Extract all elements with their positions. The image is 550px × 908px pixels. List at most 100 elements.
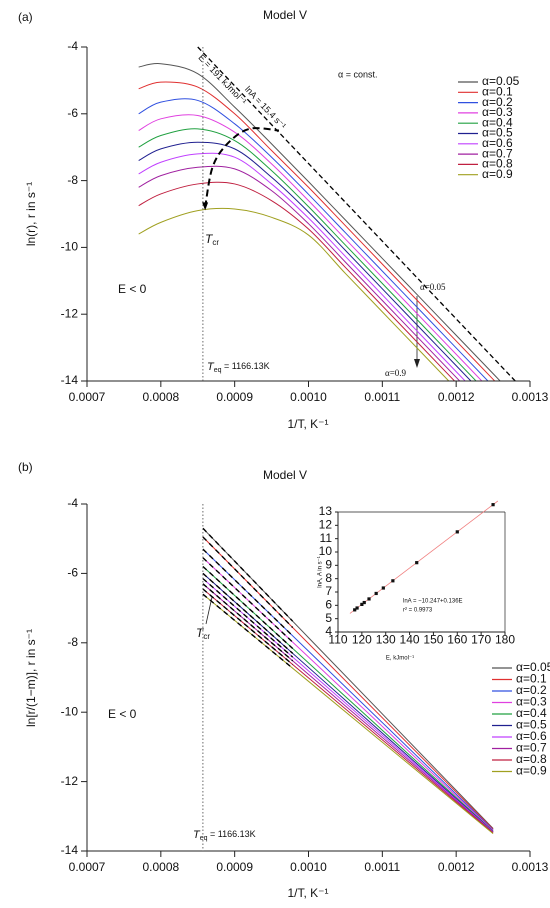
- series-line: [138, 98, 489, 381]
- legend-label: α=0.8: [516, 752, 547, 766]
- annotation: Tcr: [196, 626, 210, 641]
- y-tick-label: -6: [67, 106, 78, 120]
- x-tick-label: 0.0012: [438, 390, 475, 404]
- legend-label: α=0.8: [482, 157, 513, 171]
- x-tick-label: 0.0011: [364, 390, 400, 404]
- fit-dash: [202, 588, 294, 666]
- tcr-curve: [204, 127, 280, 208]
- y-tick-label: -12: [61, 774, 79, 788]
- fit-line: [349, 500, 499, 614]
- annotation: eq: [200, 835, 208, 842]
- fit-dash: [202, 572, 294, 654]
- annotation: Teq = 1166.13K: [193, 829, 256, 842]
- point: [374, 591, 378, 596]
- annotation: cr: [212, 238, 219, 247]
- y-axis-label: ln[r/(1−m)], r in s⁻¹: [24, 629, 38, 727]
- annotation: = 1166.13K: [222, 361, 270, 371]
- y-tick-label: 5: [325, 611, 332, 625]
- legend-label: α=0.3: [516, 695, 547, 709]
- x-axis-label: E, kJmol⁻¹: [386, 656, 414, 662]
- equation: lnA = −10.247+0.136E: [403, 599, 463, 605]
- chart-title: Model V: [263, 8, 307, 22]
- series-line: [138, 63, 501, 381]
- y-tick-label: 13: [319, 504, 333, 518]
- annotation: eq: [214, 367, 222, 374]
- series-line: [202, 548, 494, 831]
- x-tick-label: 0.0013: [512, 390, 549, 404]
- annotation: α=0.05: [420, 282, 446, 292]
- fit-dash: [202, 536, 294, 629]
- series-line: [138, 152, 466, 381]
- panel-label: (a): [18, 10, 33, 24]
- x-tick-label: 0.0007: [69, 860, 106, 874]
- annotation: Tcr: [205, 232, 219, 247]
- series-line: [202, 527, 494, 829]
- r-squared: r² = 0.9973: [403, 608, 433, 614]
- legend-label: α=0.5: [482, 126, 513, 140]
- x-tick-label: 110: [328, 633, 347, 647]
- legend-label: α=0.2: [516, 683, 547, 697]
- fit-dash: [202, 593, 294, 669]
- x-tick-label: 0.0008: [142, 860, 179, 874]
- legend-label: α=0.6: [482, 136, 513, 150]
- y-tick-label: -10: [61, 704, 79, 718]
- point: [360, 602, 364, 606]
- fit-dash: [202, 527, 294, 622]
- annotation: E = 191 kJmol⁻¹: [196, 53, 248, 107]
- x-tick-label: 120: [352, 633, 372, 647]
- point: [491, 503, 495, 507]
- legend-label: α=0.4: [482, 115, 513, 129]
- annotation: T: [196, 626, 205, 640]
- legend-label: α=0.9: [482, 167, 513, 181]
- point: [391, 579, 395, 583]
- y-axis-label: ln(r), r in s⁻¹: [24, 182, 38, 246]
- legend-label: α=0.9: [516, 764, 547, 778]
- annotation: Teq = 1166.13K: [207, 361, 270, 374]
- panel-label: (b): [18, 460, 33, 474]
- legend-label: α=0.1: [482, 84, 513, 98]
- y-tick-label: -8: [67, 635, 78, 649]
- y-tick-label: -4: [67, 39, 78, 53]
- fit-dash: [202, 578, 294, 658]
- legend-label: α=0.4: [516, 706, 547, 720]
- y-tick-label: 10: [319, 544, 333, 558]
- fit-dash: [202, 565, 294, 649]
- x-tick-label: 140: [400, 633, 420, 647]
- plot-area: [202, 527, 494, 835]
- x-tick-label: 130: [376, 633, 396, 647]
- annotation: T: [205, 232, 214, 246]
- y-tick-label: 4: [325, 624, 332, 638]
- y-tick-label: -10: [61, 240, 79, 254]
- plot-area: [138, 46, 516, 381]
- series-line: [138, 165, 461, 381]
- legend-label: α=0.1: [516, 672, 547, 686]
- y-axis-label: lnA, A in s⁻¹: [318, 556, 324, 588]
- annotation: cr: [203, 632, 210, 641]
- chart-title: Model V: [263, 468, 307, 482]
- point: [415, 561, 419, 565]
- arrow-head: [202, 202, 209, 211]
- annotation: α=0.9: [385, 368, 407, 378]
- series-line: [138, 207, 450, 381]
- x-tick-label: 160: [447, 633, 467, 647]
- series-line: [138, 114, 483, 381]
- y-tick-label: -14: [61, 373, 79, 387]
- arrow-head: [414, 359, 420, 368]
- point: [455, 530, 459, 534]
- series-line: [138, 81, 496, 381]
- point: [353, 608, 357, 612]
- legend-label: α=0.7: [516, 741, 547, 755]
- point: [381, 586, 385, 590]
- y-tick-label: -4: [67, 496, 78, 510]
- y-tick-label: 6: [325, 598, 332, 612]
- asymptote: [197, 46, 516, 381]
- annotation: E < 0: [118, 282, 147, 296]
- annotation: T: [207, 361, 215, 373]
- x-tick-label: 0.0010: [290, 860, 327, 874]
- y-tick-label: 12: [319, 518, 333, 532]
- legend-label: α=0.7: [482, 146, 513, 160]
- x-tick-label: 180: [495, 633, 515, 647]
- y-tick-label: 7: [325, 584, 332, 598]
- legend-label: α=0.05: [516, 660, 550, 674]
- annotation: T: [193, 829, 201, 841]
